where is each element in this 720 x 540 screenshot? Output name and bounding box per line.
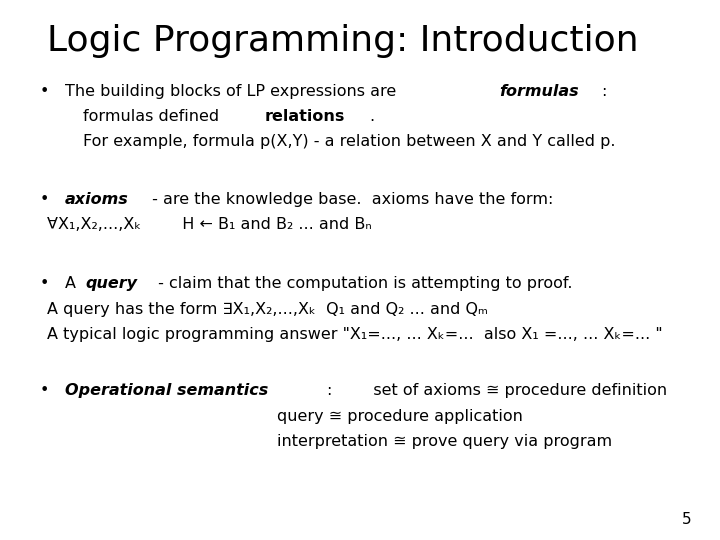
Text: axioms: axioms	[65, 192, 129, 207]
Text: Logic Programming: Introduction: Logic Programming: Introduction	[47, 24, 639, 58]
Text: - claim that the computation is attempting to proof.: - claim that the computation is attempti…	[153, 276, 572, 292]
Text: .: .	[369, 109, 374, 124]
Text: interpretation ≅ prove query via program: interpretation ≅ prove query via program	[277, 434, 612, 449]
Text: formulas defined: formulas defined	[83, 109, 224, 124]
Text: •: •	[40, 192, 49, 207]
Text: For example, formula p(X,Y) - a relation between X and Y called p.: For example, formula p(X,Y) - a relation…	[83, 134, 616, 150]
Text: Operational semantics: Operational semantics	[65, 383, 268, 399]
Text: relations: relations	[265, 109, 346, 124]
Text: query ≅ procedure application: query ≅ procedure application	[277, 409, 523, 424]
Text: A: A	[65, 276, 81, 292]
Text: query: query	[86, 276, 138, 292]
Text: •: •	[40, 383, 49, 399]
Text: 5: 5	[682, 511, 691, 526]
Text: ∀X₁,X₂,...,Xₖ        H ← B₁ and B₂ ... and Bₙ: ∀X₁,X₂,...,Xₖ H ← B₁ and B₂ ... and Bₙ	[47, 217, 372, 232]
Text: •: •	[40, 276, 49, 292]
Text: - are the knowledge base.  axioms have the form:: - are the knowledge base. axioms have th…	[147, 192, 554, 207]
Text: •: •	[40, 84, 49, 99]
Text: :: :	[602, 84, 607, 99]
Text: formulas: formulas	[499, 84, 578, 99]
Text: The building blocks of LP expressions are: The building blocks of LP expressions ar…	[65, 84, 401, 99]
Text: :        set of axioms ≅ procedure definition: : set of axioms ≅ procedure definition	[327, 383, 667, 399]
Text: A typical logic programming answer "X₁=..., ... Xₖ=...  also X₁ =..., ... Xₖ=...: A typical logic programming answer "X₁=.…	[47, 327, 662, 342]
Text: A query has the form ∃X₁,X₂,...,Xₖ  Q₁ and Q₂ ... and Qₘ: A query has the form ∃X₁,X₂,...,Xₖ Q₁ an…	[47, 302, 487, 317]
